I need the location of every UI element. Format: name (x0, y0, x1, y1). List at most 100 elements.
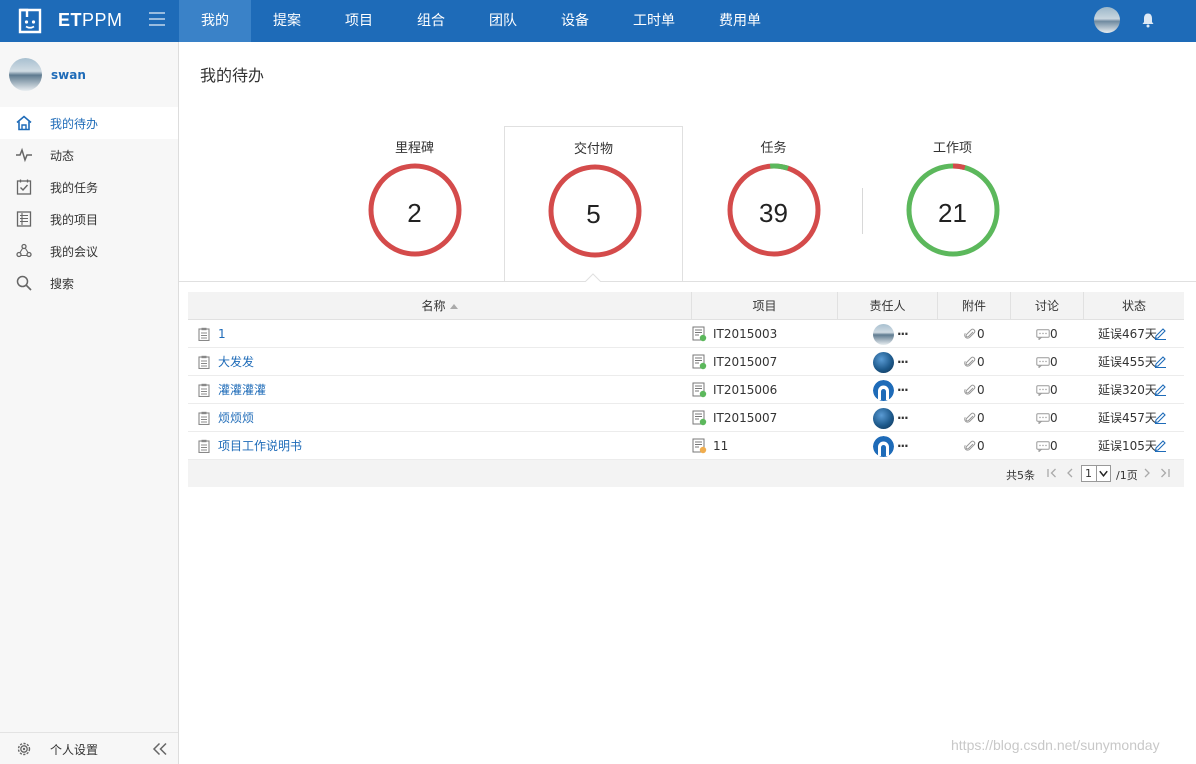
stat-tasks[interactable]: 任务 39 (684, 126, 863, 282)
status-text: 延误320天 (1098, 383, 1157, 397)
deliverable-name-link[interactable]: 1 (218, 327, 226, 341)
avatar[interactable] (873, 352, 894, 373)
nav-item-proposals[interactable]: 提案 (273, 13, 301, 29)
column-header-status[interactable]: 状态 (1083, 292, 1184, 320)
paperclip-icon (964, 328, 976, 339)
owner-more[interactable]: ··· (897, 439, 909, 453)
sidebar-item-my-tasks[interactable]: 我的任务 (0, 171, 178, 203)
comment-icon (1036, 329, 1050, 340)
logo-icon (18, 8, 42, 34)
nav-item-expense[interactable]: 费用单 (719, 13, 761, 29)
nav-item-portfolio[interactable]: 组合 (417, 13, 445, 29)
status-text: 延误455天 (1098, 355, 1157, 369)
stat-label: 里程碑 (394, 141, 434, 156)
column-header-project[interactable]: 项目 (691, 292, 837, 320)
project-code[interactable]: IT2015007 (713, 355, 778, 369)
stat-label: 交付物 (573, 142, 613, 157)
column-header-name[interactable]: 名称 (188, 292, 691, 320)
edit-icon[interactable] (1154, 355, 1167, 368)
deliverable-name-link[interactable]: 项目工作说明书 (218, 439, 303, 453)
sidebar-item-label: 动态 (50, 148, 75, 163)
comment-icon (1036, 441, 1050, 452)
stat-deliverables[interactable]: 交付物 5 (504, 126, 683, 282)
project-icon (692, 326, 707, 342)
table-row: 大发发 IT2015007 ··· 0 0 延误455天 (188, 348, 1184, 376)
column-header-attachments[interactable]: 附件 (937, 292, 1010, 320)
comment-icon (1036, 413, 1050, 424)
paperclip-icon (964, 412, 976, 423)
attachment-count: 0 (977, 411, 985, 425)
watermark: https://blog.csdn.net/sunymonday (951, 737, 1160, 753)
page-total: /1页 (1116, 469, 1138, 482)
project-code[interactable]: IT2015007 (713, 411, 778, 425)
brand[interactable]: ETPPM (0, 0, 179, 42)
sidebar-item-activity[interactable]: 动态 (0, 139, 178, 171)
project-code[interactable]: IT2015003 (713, 327, 778, 341)
stat-milestones[interactable]: 里程碑 2 (325, 126, 504, 282)
nav-item-team[interactable]: 团队 (489, 13, 517, 29)
user-name[interactable]: swan (51, 68, 86, 82)
edit-icon[interactable] (1154, 383, 1167, 396)
column-header-discussions[interactable]: 讨论 (1010, 292, 1083, 320)
paperclip-icon (964, 440, 976, 451)
project-code[interactable]: 11 (713, 439, 729, 453)
comment-icon (1036, 357, 1050, 368)
sort-asc-icon (449, 304, 458, 309)
project-icon (692, 438, 707, 454)
avatar[interactable] (9, 58, 42, 91)
stat-ring (368, 163, 462, 257)
status-text: 延误457天 (1098, 411, 1157, 425)
first-page-icon[interactable] (1046, 467, 1058, 479)
nav-item-equipment[interactable]: 设备 (561, 13, 589, 29)
edit-icon[interactable] (1154, 327, 1167, 340)
avatar[interactable] (873, 408, 894, 429)
sidebar: swan 我的待办 动态 我的任务 我的项目 (0, 42, 179, 764)
owner-more[interactable]: ··· (897, 327, 909, 341)
page-title: 我的待办 (200, 66, 265, 85)
sidebar-item-my-meetings[interactable]: 我的会议 (0, 235, 178, 267)
project-code[interactable]: IT2015006 (713, 383, 778, 397)
menu-toggle-icon[interactable] (149, 12, 165, 28)
bell-icon[interactable] (1141, 12, 1155, 28)
owner-more[interactable]: ··· (897, 355, 909, 369)
nav-item-projects[interactable]: 项目 (345, 13, 373, 29)
status-text: 延误467天 (1098, 327, 1157, 341)
pagination-bar: 共5条 1 /1页 (188, 460, 1184, 487)
collapse-sidebar-icon[interactable] (152, 742, 168, 756)
deliverable-name-link[interactable]: 大发发 (218, 355, 255, 369)
sidebar-item-label: 我的项目 (50, 212, 99, 227)
edit-icon[interactable] (1154, 439, 1167, 452)
column-header-owner[interactable]: 责任人 (837, 292, 937, 320)
stat-ring (548, 164, 642, 258)
search-icon (16, 275, 32, 291)
prev-page-icon[interactable] (1064, 467, 1076, 479)
last-page-icon[interactable] (1159, 467, 1171, 479)
deliverable-name-link[interactable]: 灌灌灌灌 (218, 383, 267, 397)
status-text: 延误105天 (1098, 439, 1157, 453)
sidebar-item-label: 搜索 (50, 276, 75, 291)
nav-item-mine[interactable]: 我的 (179, 0, 251, 42)
project-icon (692, 382, 707, 398)
meeting-icon (16, 243, 32, 258)
nav-item-timesheet[interactable]: 工时单 (633, 13, 675, 29)
sidebar-item-my-todo[interactable]: 我的待办 (0, 107, 178, 139)
stat-value: 5 (586, 199, 601, 229)
deliverable-name-link[interactable]: 烦烦烦 (218, 411, 255, 425)
sidebar-item-search[interactable]: 搜索 (0, 267, 178, 299)
stat-label: 任务 (760, 141, 787, 156)
personal-settings-link[interactable]: 个人设置 (50, 743, 99, 757)
page-select[interactable]: 1 (1081, 465, 1111, 482)
owner-more[interactable]: ··· (897, 411, 909, 425)
avatar[interactable] (873, 380, 894, 401)
stat-work-items[interactable]: 工作项 21 (863, 126, 1042, 282)
avatar[interactable] (873, 324, 894, 345)
next-page-icon[interactable] (1141, 467, 1153, 479)
discussion-count: 0 (1050, 383, 1058, 397)
user-avatar[interactable] (1094, 7, 1120, 33)
owner-more[interactable]: ··· (897, 383, 909, 397)
avatar[interactable] (873, 436, 894, 457)
edit-icon[interactable] (1154, 411, 1167, 424)
discussion-count: 0 (1050, 411, 1058, 425)
sidebar-item-my-projects[interactable]: 我的项目 (0, 203, 178, 235)
gear-icon[interactable] (15, 740, 33, 758)
